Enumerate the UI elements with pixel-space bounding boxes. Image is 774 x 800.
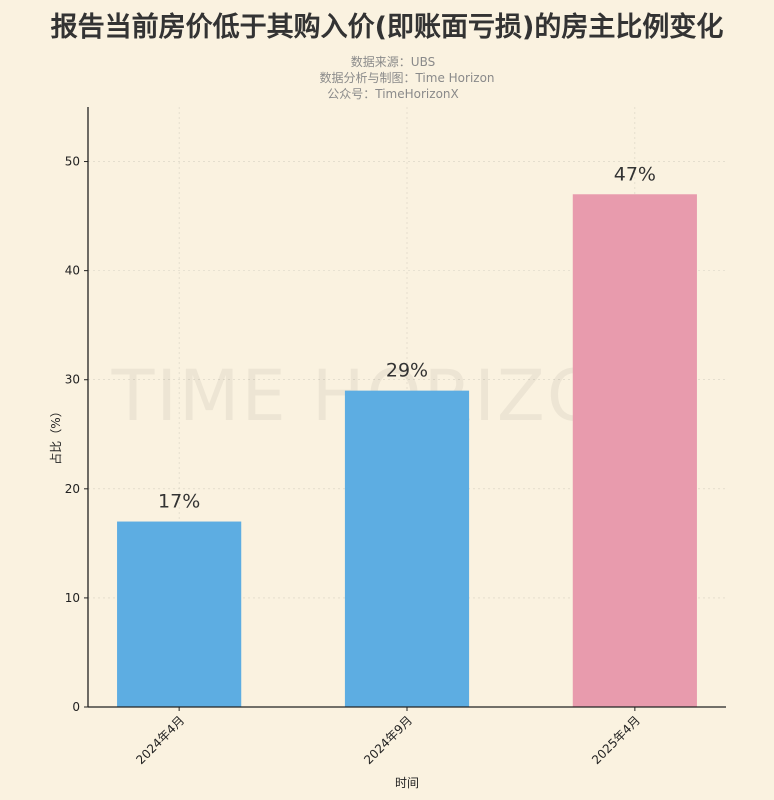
- x-tick-label: 2025年4月: [589, 713, 643, 767]
- data-label: 17%: [158, 491, 200, 513]
- bar-2: [572, 194, 697, 708]
- y-tick-label: 40: [65, 264, 80, 278]
- subtitle-author: 数据分析与制图：Time Horizon: [319, 70, 494, 85]
- subtitle-source: 数据来源：UBS: [351, 54, 435, 69]
- data-label: 47%: [614, 163, 656, 185]
- y-tick-label: 50: [65, 155, 80, 169]
- x-tick-label: 2024年4月: [133, 713, 187, 767]
- bar-1: [344, 390, 470, 707]
- y-tick-label: 30: [65, 373, 80, 387]
- y-tick-label: 20: [65, 482, 80, 496]
- x-axis-label: 时间: [395, 776, 419, 790]
- data-label: 29%: [386, 360, 428, 382]
- y-tick-label: 0: [72, 700, 80, 714]
- chart-title: 报告当前房价低于其购入价(即账面亏损)的房主比例变化: [51, 11, 724, 43]
- y-axis-label: 占比（%）: [48, 405, 63, 464]
- x-tick-label: 2024年9月: [361, 713, 415, 767]
- subtitle-account: 公众号：TimeHorizonX: [327, 87, 458, 101]
- y-tick-label: 10: [65, 591, 80, 605]
- bar-0: [117, 521, 242, 707]
